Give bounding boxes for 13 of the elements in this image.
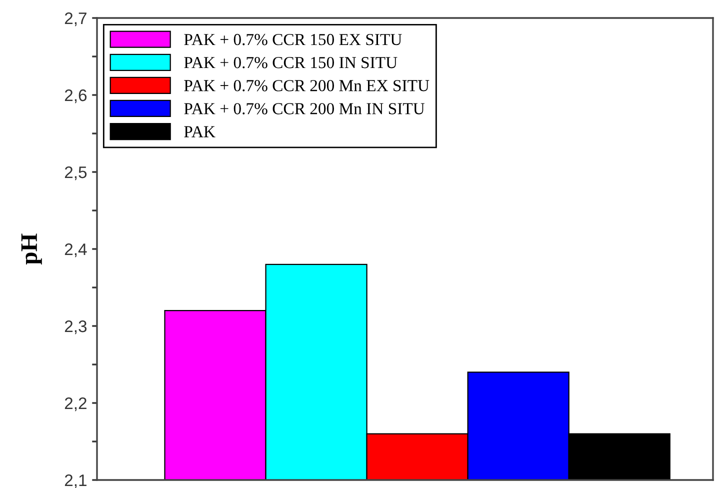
legend-label: PAK + 0.7% CCR 150 IN SITU xyxy=(184,56,398,68)
y-tick-label: 2,6 xyxy=(64,89,87,104)
legend-label: PAK + 0.7% CCR 200 Mn IN SITU xyxy=(184,103,425,114)
y-tick-label: 2,1 xyxy=(64,474,86,488)
y-tick-label: 2,7 xyxy=(64,12,86,26)
y-tick-label: 2,5 xyxy=(64,166,87,180)
y-tick-label: 2,3 xyxy=(64,320,87,334)
legend-label: PAK + 0.7% CCR 150 EX SITU xyxy=(184,34,402,46)
y-axis-title: pH xyxy=(21,234,42,264)
legend-label: PAK xyxy=(184,126,216,138)
y-tick-label: 2,2 xyxy=(64,397,86,412)
legend-label: PAK + 0.7% CCR 200 Mn EX SITU xyxy=(184,80,430,92)
y-tick-label: 2,4 xyxy=(64,243,87,258)
